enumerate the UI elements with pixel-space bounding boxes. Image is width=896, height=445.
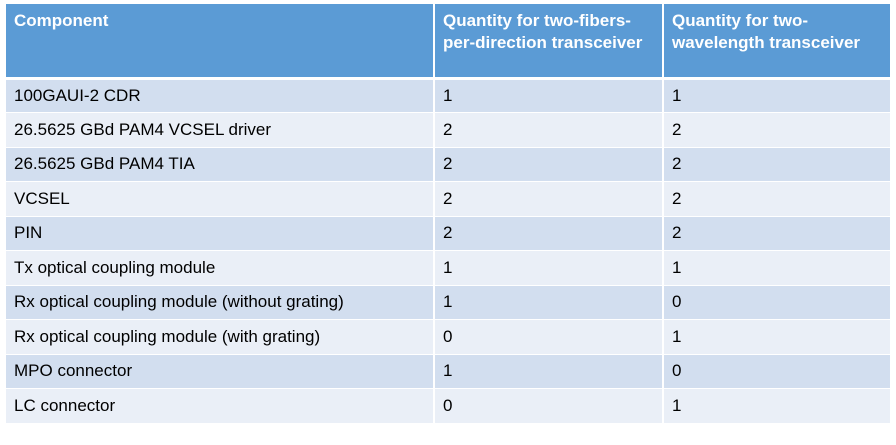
two-fibers-quantity-cell: 1 [434,78,664,113]
table-row: 100GAUI-2 CDR 1 1 [6,78,890,113]
header-component: Component [6,4,435,80]
component-cell: Rx optical coupling module (with grating… [6,319,435,355]
two-fibers-quantity-cell: 2 [434,181,664,217]
two-wavelength-quantity-cell: 2 [663,147,890,182]
two-wavelength-quantity-cell: 1 [663,319,890,355]
component-cell: 26.5625 GBd PAM4 VCSEL driver [6,112,435,148]
header-two-wavelength-quantity: Quantity for two-wavelength transceiver [663,4,890,80]
table-row: 26.5625 GBd PAM4 VCSEL driver 2 2 [6,112,890,148]
header-two-fibers-quantity: Quantity for two-fibers-per-direction tr… [434,4,664,80]
table-row: LC connector 0 1 [6,388,890,424]
two-wavelength-quantity-cell: 1 [663,388,890,424]
table-row: PIN 2 2 [6,216,890,251]
two-wavelength-quantity-cell: 1 [663,78,890,113]
two-fibers-quantity-cell: 2 [434,216,664,251]
table-row: 26.5625 GBd PAM4 TIA 2 2 [6,147,890,182]
table-header-row: Component Quantity for two-fibers-per-di… [6,4,890,80]
two-wavelength-quantity-cell: 2 [663,112,890,148]
table-row: Tx optical coupling module 1 1 [6,250,890,286]
two-wavelength-quantity-cell: 2 [663,181,890,217]
component-cell: MPO connector [6,354,435,389]
component-cell: LC connector [6,388,435,424]
component-table-container: Component Quantity for two-fibers-per-di… [6,4,890,424]
component-cell: 26.5625 GBd PAM4 TIA [6,147,435,182]
two-fibers-quantity-cell: 0 [434,319,664,355]
table-row: VCSEL 2 2 [6,181,890,217]
two-wavelength-quantity-cell: 2 [663,216,890,251]
table-row: Rx optical coupling module (without grat… [6,285,890,320]
component-cell: 100GAUI-2 CDR [6,78,435,113]
table-row: Rx optical coupling module (with grating… [6,319,890,355]
component-cell: PIN [6,216,435,251]
two-wavelength-quantity-cell: 0 [663,354,890,389]
two-fibers-quantity-cell: 2 [434,112,664,148]
two-wavelength-quantity-cell: 0 [663,285,890,320]
table-row: MPO connector 1 0 [6,354,890,389]
two-fibers-quantity-cell: 0 [434,388,664,424]
two-fibers-quantity-cell: 1 [434,354,664,389]
two-fibers-quantity-cell: 2 [434,147,664,182]
component-cell: Rx optical coupling module (without grat… [6,285,435,320]
component-cell: VCSEL [6,181,435,217]
two-fibers-quantity-cell: 1 [434,285,664,320]
component-table: Component Quantity for two-fibers-per-di… [6,4,890,424]
two-fibers-quantity-cell: 1 [434,250,664,286]
two-wavelength-quantity-cell: 1 [663,250,890,286]
component-cell: Tx optical coupling module [6,250,435,286]
